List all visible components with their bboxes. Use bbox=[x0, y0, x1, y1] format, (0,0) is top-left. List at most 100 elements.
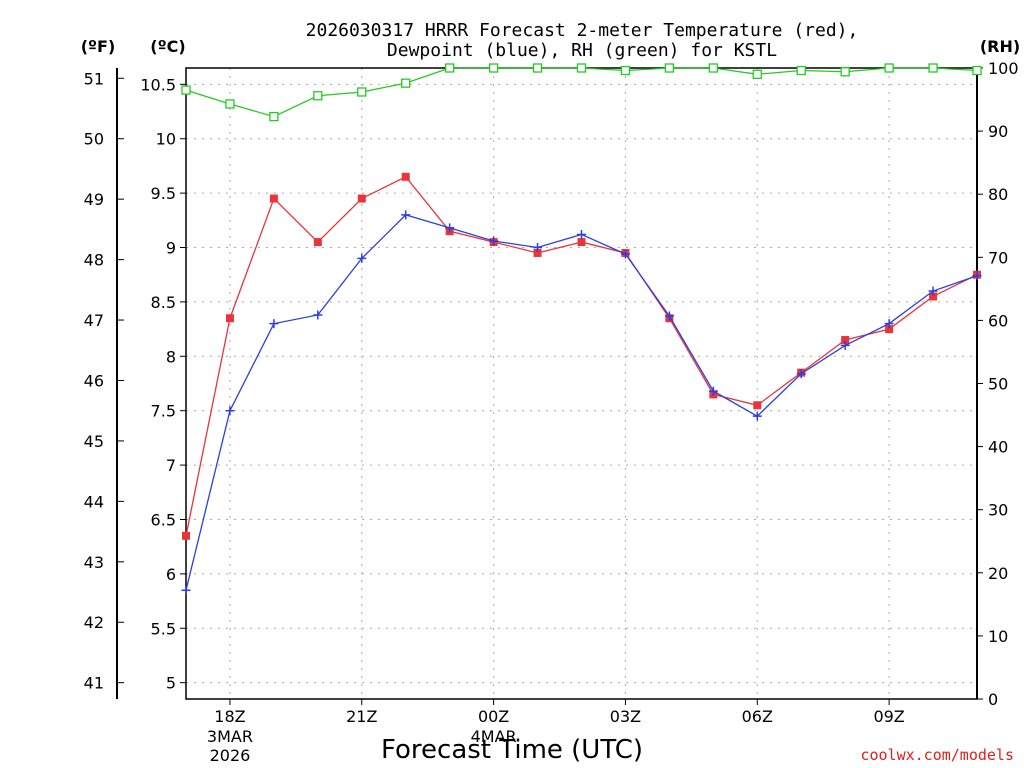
x-tick-sublabel: 2026 bbox=[210, 746, 251, 765]
rh-line bbox=[185, 67, 978, 118]
celsius-tick-label: 6.5 bbox=[151, 510, 176, 529]
rh-point-17 bbox=[928, 63, 938, 73]
fahrenheit-tick-label: 41 bbox=[84, 674, 104, 693]
rh-point-5 bbox=[401, 78, 411, 88]
rh-tick-label: 40 bbox=[988, 438, 1008, 457]
celsius-tick-label: 9 bbox=[166, 239, 176, 258]
x-tick-label: 21Z bbox=[346, 707, 377, 726]
axis-ticks: 5 5.5 6 6.5 7 7.5 8 8.5 9 9.5 10 10.5 41 42 43 44 45 46 47… bbox=[84, 59, 1019, 765]
celsius-tick-label: 10.5 bbox=[140, 75, 176, 94]
x-tick-label: 18Z bbox=[214, 707, 245, 726]
x-tick-label: 00Z bbox=[478, 707, 509, 726]
dewpoint-point-17 bbox=[928, 286, 938, 296]
rh-point-8 bbox=[532, 63, 543, 73]
celsius-tick-label: 5.5 bbox=[151, 619, 176, 638]
temperature-point-13 bbox=[753, 401, 762, 410]
fahrenheit-tick-label: 47 bbox=[84, 311, 104, 330]
rh-tick-label: 30 bbox=[988, 501, 1008, 520]
x-axis-title: Forecast Time (UTC) bbox=[381, 735, 643, 765]
celsius-axis-unit: (ºC) bbox=[150, 37, 185, 56]
x-tick-sublabel: 4MAR bbox=[471, 727, 517, 746]
temperature-point-16 bbox=[885, 325, 894, 334]
dewpoint-point-13 bbox=[752, 411, 762, 421]
rh-tick-label: 60 bbox=[988, 311, 1008, 330]
rh-point-9 bbox=[576, 63, 587, 73]
celsius-tick-label: 7.5 bbox=[151, 402, 176, 421]
rh-axis-unit: (RH) bbox=[980, 37, 1020, 56]
fahrenheit-tick-label: 44 bbox=[84, 492, 104, 511]
rh-point-11 bbox=[664, 63, 675, 73]
dewpoint-point-10 bbox=[620, 249, 630, 259]
temperature-point-3 bbox=[313, 238, 322, 247]
x-tick-label: 09Z bbox=[873, 707, 904, 726]
dewpoint-point-0 bbox=[181, 585, 191, 595]
rh-tick-label: 100 bbox=[988, 59, 1019, 78]
celsius-tick-label: 10 bbox=[156, 130, 176, 149]
rh-point-10 bbox=[620, 65, 631, 76]
rh-point-14 bbox=[796, 65, 806, 76]
celsius-tick-label: 5 bbox=[166, 674, 176, 693]
fahrenheit-tick-label: 48 bbox=[84, 251, 104, 270]
rh-tick-label: 50 bbox=[988, 375, 1008, 394]
celsius-tick-label: 9.5 bbox=[151, 184, 176, 203]
dewpoint-point-18 bbox=[972, 271, 982, 281]
rh-point-3 bbox=[313, 91, 323, 101]
temperature-point-1 bbox=[225, 314, 234, 323]
rh-tick-label: 90 bbox=[988, 122, 1008, 141]
dewpoint-point-6 bbox=[445, 223, 455, 233]
dewpoint-point-8 bbox=[533, 243, 543, 253]
chart-title-line1: 2026030317 HRRR Forecast 2-meter Tempera… bbox=[306, 20, 859, 41]
series-layer bbox=[181, 63, 982, 595]
rh-point-6 bbox=[445, 63, 455, 73]
fahrenheit-tick-label: 50 bbox=[84, 130, 104, 149]
temperature-point-15 bbox=[841, 335, 850, 344]
celsius-tick-label: 7 bbox=[166, 456, 176, 475]
dewpoint-point-12 bbox=[708, 386, 718, 396]
rh-point-12 bbox=[708, 63, 718, 73]
dewpoint-point-2 bbox=[269, 319, 279, 329]
dewpoint-point-4 bbox=[357, 253, 367, 263]
dewpoint-point-5 bbox=[401, 210, 411, 220]
dewpoint-point-9 bbox=[577, 229, 586, 239]
dewpoint-point-14 bbox=[796, 369, 806, 379]
fahrenheit-tick-label: 49 bbox=[84, 190, 104, 209]
temperature-point-9 bbox=[577, 238, 586, 247]
temperature-point-5 bbox=[401, 172, 410, 181]
x-tick-sublabel: 3MAR bbox=[207, 727, 253, 746]
celsius-tick-label: 6 bbox=[166, 565, 176, 584]
x-tick-label: 06Z bbox=[742, 707, 773, 726]
rh-point-16 bbox=[884, 63, 894, 73]
rh-point-13 bbox=[752, 69, 762, 79]
grid-lines bbox=[186, 68, 977, 699]
rh-tick-label: 10 bbox=[988, 627, 1008, 646]
dewpoint-point-7 bbox=[489, 236, 499, 246]
fahrenheit-tick-label: 42 bbox=[84, 613, 104, 632]
temperature-point-8 bbox=[533, 248, 542, 257]
rh-point-18 bbox=[972, 65, 982, 76]
dewpoint-point-15 bbox=[840, 340, 850, 350]
x-tick-label: 03Z bbox=[610, 707, 641, 726]
plot-frame bbox=[185, 67, 978, 700]
fahrenheit-tick-label: 51 bbox=[84, 69, 104, 88]
chart-title-line2: Dewpoint (blue), RH (green) for KSTL bbox=[387, 40, 777, 61]
rh-point-4 bbox=[357, 87, 367, 97]
celsius-tick-label: 8.5 bbox=[151, 293, 176, 312]
rh-tick-label: 20 bbox=[988, 564, 1008, 583]
rh-point-7 bbox=[488, 63, 499, 73]
dewpoint-point-1 bbox=[225, 406, 235, 416]
axes bbox=[116, 67, 978, 700]
temperature-point-0 bbox=[182, 531, 190, 540]
dewpoint-point-3 bbox=[313, 310, 323, 320]
temperature-point-4 bbox=[357, 194, 366, 203]
celsius-tick-label: 8 bbox=[166, 347, 176, 366]
dewpoint-point-16 bbox=[884, 319, 894, 329]
rh-tick-label: 0 bbox=[988, 690, 998, 709]
dewpoint-point-11 bbox=[664, 311, 674, 321]
temperature-point-2 bbox=[269, 194, 278, 203]
rh-tick-label: 70 bbox=[988, 248, 1008, 267]
rh-point-15 bbox=[840, 67, 850, 77]
fahrenheit-tick-label: 45 bbox=[84, 432, 104, 451]
fahrenheit-tick-label: 46 bbox=[84, 371, 104, 390]
rh-point-0 bbox=[181, 85, 191, 95]
